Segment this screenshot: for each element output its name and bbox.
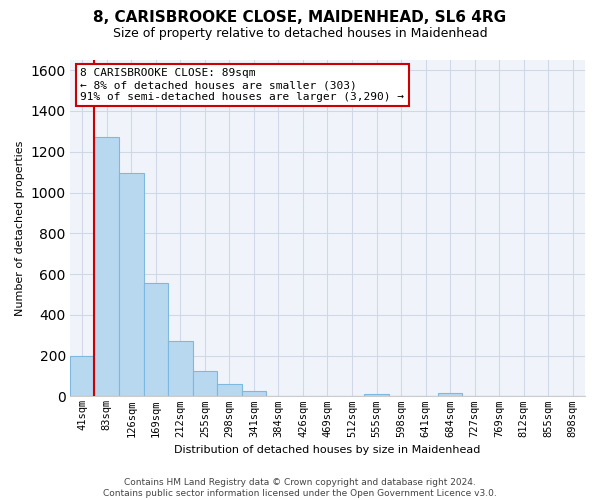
Bar — [364, 394, 389, 396]
Bar — [143, 283, 168, 397]
X-axis label: Distribution of detached houses by size in Maidenhead: Distribution of detached houses by size … — [174, 445, 481, 455]
Bar — [119, 173, 143, 396]
Text: 8, CARISBROOKE CLOSE, MAIDENHEAD, SL6 4RG: 8, CARISBROOKE CLOSE, MAIDENHEAD, SL6 4R… — [94, 10, 506, 25]
Bar — [70, 356, 94, 397]
Text: Contains HM Land Registry data © Crown copyright and database right 2024.
Contai: Contains HM Land Registry data © Crown c… — [103, 478, 497, 498]
Bar — [438, 392, 463, 396]
Bar — [168, 342, 193, 396]
Bar — [217, 384, 242, 396]
Bar — [94, 138, 119, 396]
Text: 8 CARISBROOKE CLOSE: 89sqm
← 8% of detached houses are smaller (303)
91% of semi: 8 CARISBROOKE CLOSE: 89sqm ← 8% of detac… — [80, 68, 404, 102]
Text: Size of property relative to detached houses in Maidenhead: Size of property relative to detached ho… — [113, 28, 487, 40]
Bar — [242, 390, 266, 396]
Y-axis label: Number of detached properties: Number of detached properties — [15, 140, 25, 316]
Bar — [193, 371, 217, 396]
